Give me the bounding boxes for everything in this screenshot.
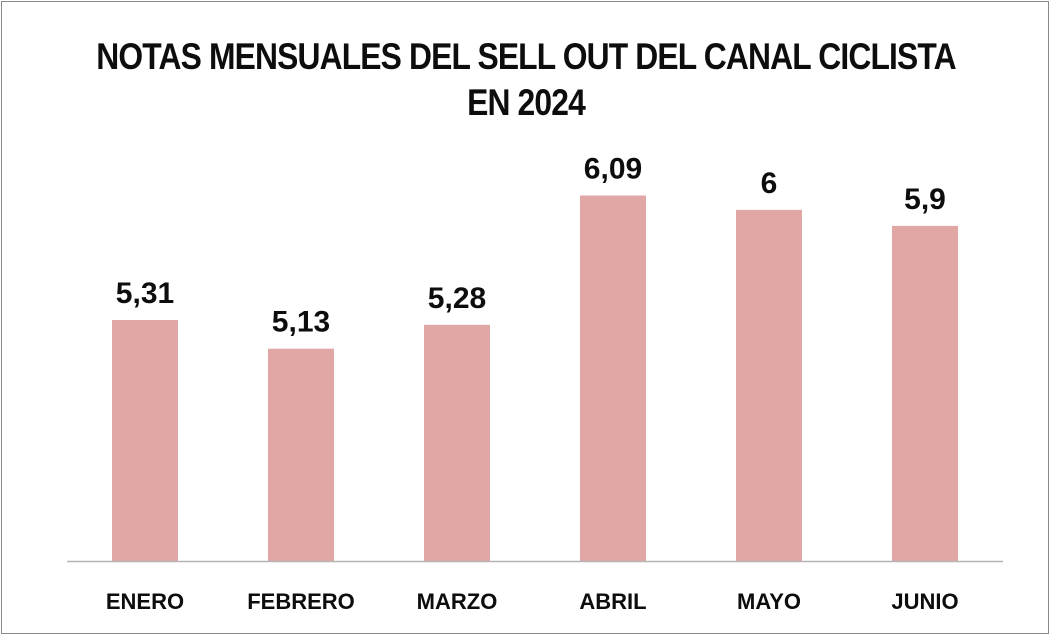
- data-label-febrero: 5,13: [272, 306, 330, 339]
- bar-abril: [580, 195, 646, 561]
- chart-title-line-2: EN 2024: [467, 82, 586, 123]
- x-tick-label-junio: JUNIO: [891, 589, 958, 614]
- x-tick-label-febrero: FEBRERO: [247, 589, 355, 614]
- bar-enero: [112, 320, 178, 561]
- x-tick-label-enero: ENERO: [106, 589, 184, 614]
- data-label-abril: 6,09: [584, 153, 642, 186]
- bar-mayo: [736, 209, 802, 561]
- x-tick-label-abril: ABRIL: [579, 589, 646, 614]
- bar-febrero: [268, 348, 334, 561]
- x-tick-label-marzo: MARZO: [417, 589, 498, 614]
- bar-marzo: [424, 324, 490, 561]
- data-label-marzo: 5,28: [428, 282, 486, 315]
- x-tick-label-mayo: MAYO: [737, 589, 801, 614]
- bar-junio: [892, 225, 958, 561]
- data-label-enero: 5,31: [116, 277, 174, 310]
- data-label-mayo: 6: [761, 167, 778, 200]
- data-label-junio: 5,9: [904, 183, 946, 216]
- chart-title-line-1: NOTAS MENSUALES DEL SELL OUT DEL CANAL C…: [96, 36, 956, 77]
